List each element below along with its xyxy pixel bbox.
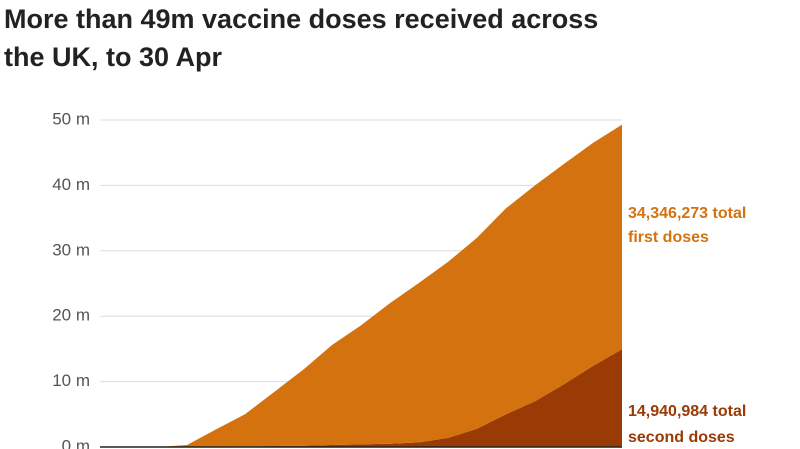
y-tick-label: 0 m — [62, 436, 90, 449]
annotation: 34,346,273 total — [628, 205, 746, 222]
area — [100, 349, 622, 447]
y-tick-label: 50 m — [52, 109, 90, 128]
y-tick-label: 20 m — [52, 306, 90, 325]
y-tick-label: 10 m — [52, 371, 90, 390]
annotation: first doses — [628, 229, 709, 246]
area — [100, 124, 622, 447]
chart-title: More than 49m vaccine doses received acr… — [4, 4, 598, 34]
y-tick-label: 40 m — [52, 175, 90, 194]
annotation: 14,940,984 total — [628, 403, 746, 420]
chart-title: the UK, to 30 Apr — [4, 42, 223, 72]
annotation: second doses — [628, 429, 735, 446]
y-tick-label: 30 m — [52, 240, 90, 259]
